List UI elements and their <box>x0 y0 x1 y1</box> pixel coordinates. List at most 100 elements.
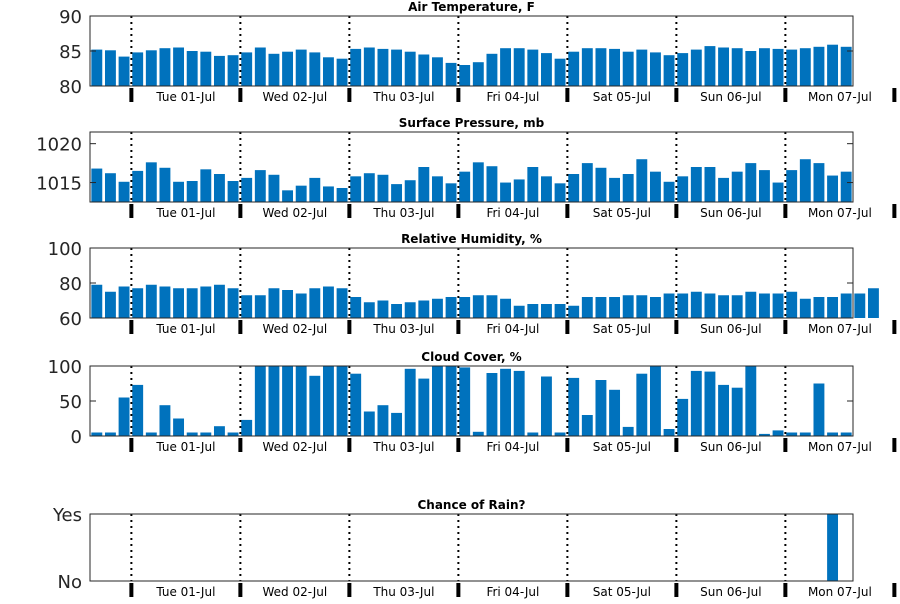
bar <box>431 366 443 436</box>
bar <box>595 48 607 86</box>
bar <box>363 302 375 318</box>
ytick-label: 60 <box>59 309 82 330</box>
bar <box>527 167 539 202</box>
bar <box>649 52 661 86</box>
ytick-label: 100 <box>48 239 82 260</box>
bar <box>758 48 770 86</box>
bar <box>309 375 321 436</box>
xtick-label: Fri 04-Jul <box>486 440 539 454</box>
bar <box>173 418 185 436</box>
bar <box>554 58 566 86</box>
bar <box>677 176 689 202</box>
xtick-label: Sat 05-Jul <box>593 585 651 599</box>
bar <box>309 177 321 202</box>
ytick-label: 100 <box>48 357 82 378</box>
bar <box>173 47 185 86</box>
bar <box>690 291 702 318</box>
bar <box>540 53 552 86</box>
bar <box>363 47 375 86</box>
bar <box>391 49 403 86</box>
ytick-label: 85 <box>59 42 82 63</box>
ytick-label: 90 <box>59 7 82 28</box>
xtick-label: Wed 02-Jul <box>263 90 328 104</box>
bar <box>758 293 770 318</box>
bar <box>431 57 443 86</box>
bar <box>227 432 239 436</box>
bar <box>622 51 634 86</box>
bar <box>91 49 103 86</box>
bar <box>363 411 375 436</box>
bar <box>132 170 144 202</box>
bar <box>404 302 416 318</box>
ytick-label: 80 <box>59 274 82 295</box>
bar <box>718 177 730 202</box>
xtick-label: Thu 03-Jul <box>372 440 434 454</box>
bar <box>336 58 348 86</box>
bar <box>118 397 130 436</box>
xtick-label: Fri 04-Jul <box>486 206 539 220</box>
ytick-label: Yes <box>52 505 82 526</box>
bar <box>472 295 484 318</box>
bar <box>295 49 307 86</box>
bar <box>459 297 471 318</box>
bar <box>568 377 580 436</box>
bar <box>213 426 225 436</box>
bar <box>404 51 416 86</box>
bar <box>581 48 593 86</box>
bar <box>731 48 743 86</box>
panel-1: Air Temperature, F 80 85 90 Tue 01-Jul Wed 02… <box>59 0 897 104</box>
xtick-label: Sat 05-Jul <box>593 90 651 104</box>
bar <box>595 167 607 202</box>
bar <box>282 51 294 86</box>
bar <box>322 286 334 318</box>
bar <box>786 49 798 86</box>
panel-5: Chance of Rain? No Yes Tue 01-Jul Wed 02-Jul… <box>52 498 897 599</box>
bar <box>418 54 430 86</box>
bar <box>772 430 784 436</box>
bar <box>377 174 389 202</box>
bar <box>663 55 675 86</box>
bar <box>867 288 879 318</box>
bar <box>513 370 525 436</box>
bar <box>663 181 675 202</box>
xtick-label: Wed 02-Jul <box>263 440 328 454</box>
bar <box>758 433 770 436</box>
bar <box>513 48 525 86</box>
bar <box>718 47 730 86</box>
xtick-label: Fri 04-Jul <box>486 90 539 104</box>
bar <box>677 293 689 318</box>
bar <box>213 55 225 86</box>
bar <box>540 376 552 436</box>
xtick-label: Mon 07-Jul <box>808 206 872 220</box>
bar <box>431 298 443 318</box>
bar <box>745 163 757 202</box>
bar <box>704 167 716 202</box>
bar <box>336 366 348 436</box>
bar <box>527 432 539 436</box>
ytick-label: 50 <box>59 392 82 413</box>
bar <box>118 56 130 86</box>
bar <box>363 173 375 202</box>
bar <box>827 44 839 86</box>
bar <box>622 426 634 436</box>
bar <box>649 366 661 436</box>
bar <box>840 432 852 436</box>
xtick-label: Sat 05-Jul <box>593 322 651 336</box>
bar <box>827 432 839 436</box>
bar <box>677 398 689 436</box>
bar <box>813 383 825 436</box>
xtick-label: Fri 04-Jul <box>486 585 539 599</box>
axes-box <box>89 131 854 203</box>
bar <box>322 366 334 436</box>
bar <box>704 46 716 86</box>
bar <box>295 293 307 318</box>
bar <box>786 291 798 318</box>
bar <box>854 293 866 318</box>
bar <box>213 284 225 318</box>
bar <box>704 371 716 436</box>
bar <box>827 175 839 202</box>
bar <box>827 514 839 581</box>
bar <box>636 373 648 436</box>
xtick-label: Thu 03-Jul <box>372 585 434 599</box>
bar <box>636 159 648 202</box>
